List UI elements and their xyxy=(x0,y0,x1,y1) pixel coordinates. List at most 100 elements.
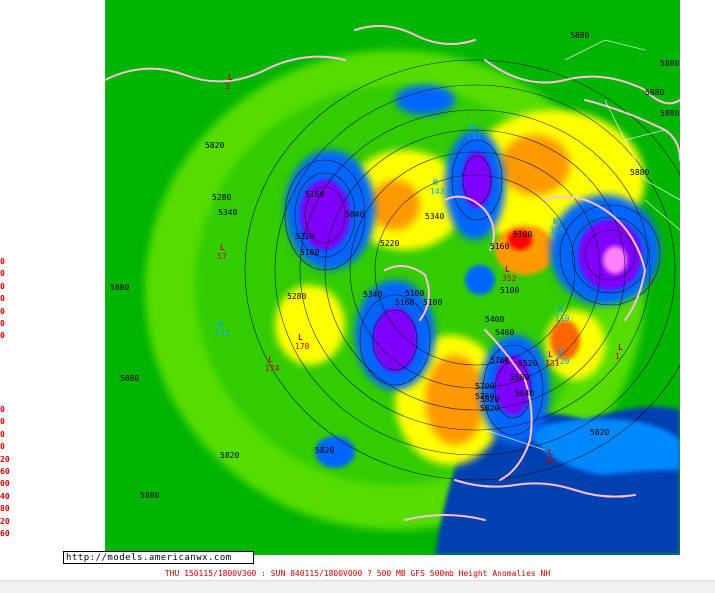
contour-label: 5160 xyxy=(490,242,509,251)
contour-label: 5760 xyxy=(475,392,494,401)
pressure-value: 174 xyxy=(265,364,280,373)
contour-label: 5340 xyxy=(218,208,237,217)
contour-label: 5880 xyxy=(660,59,679,68)
legend-value: 20 xyxy=(0,454,10,464)
pressure-letter: H xyxy=(558,348,563,357)
pressure-value: 1 xyxy=(615,352,620,361)
neg-anom-s-purple xyxy=(495,355,531,415)
contour-label: 5100 xyxy=(500,286,519,295)
legend-value: 40 xyxy=(0,491,10,501)
pressure-value: 143 xyxy=(430,187,445,196)
legend-value: 0 xyxy=(0,405,5,414)
legend-value: 0 xyxy=(0,429,5,439)
legend-lower: 0 0 0 0 20 60 00 40 80 20 60 xyxy=(0,404,10,540)
legend-value: 0 xyxy=(0,306,5,316)
contour-label: 5820 xyxy=(590,428,609,437)
contour-label: 5640 xyxy=(515,389,534,398)
contour-label: 5820 xyxy=(220,451,239,460)
pos-anom-n-orange xyxy=(370,180,420,230)
pressure-value: 178 xyxy=(295,342,310,351)
contour-label: 5880 xyxy=(630,168,649,177)
pressure-value: 352 xyxy=(502,274,517,283)
legend-value: 60 xyxy=(0,529,10,539)
pressure-letter: L xyxy=(228,73,233,82)
contour-label: 5820 xyxy=(205,141,224,150)
contour-label: 5280 xyxy=(212,193,231,202)
pos-anom-ne-orange xyxy=(500,135,570,195)
pressure-letter: L xyxy=(618,343,623,352)
contour-label: 5040 xyxy=(345,210,364,219)
contour-label: 5280 xyxy=(287,292,306,301)
pressure-value: 101 xyxy=(467,132,482,141)
contour-label: 5580 xyxy=(510,373,529,382)
pos-anom-s-orange xyxy=(425,355,485,445)
contour-label: 5220 xyxy=(380,239,399,248)
pressure-value: 57 xyxy=(217,252,227,261)
legend-value: 0 xyxy=(0,331,5,341)
contour-label: 5160 xyxy=(395,298,414,307)
neg-anom-top xyxy=(395,85,455,115)
contour-label: 5100 xyxy=(405,289,424,298)
legend-value: 0 xyxy=(0,442,5,452)
contour-label: 5880 xyxy=(660,109,679,118)
pressure-letter: H xyxy=(558,305,563,314)
neg-anom-sw-purple xyxy=(373,308,417,372)
contour-label: 5880 xyxy=(110,283,129,292)
pressure-value: 52 xyxy=(545,457,555,466)
legend-value: 0 xyxy=(0,294,5,304)
pressure-value: 129 xyxy=(555,357,570,366)
contour-label: 5160 xyxy=(305,190,324,199)
contour-label: 5520 xyxy=(518,359,537,368)
contour-labels: 5880588058805880588058805880582058205820… xyxy=(110,31,679,500)
legend-value: 80 xyxy=(0,504,10,514)
neg-anom-center xyxy=(465,265,495,295)
contour-label: 5400 xyxy=(485,315,504,324)
pressure-letter: H xyxy=(218,320,223,329)
low-pressure-center: L3 xyxy=(225,73,233,91)
contour-label: 5760 xyxy=(490,356,509,365)
pressure-value: 159 xyxy=(550,226,565,235)
pressure-letter: H xyxy=(470,123,475,132)
contour-label: 5820 xyxy=(315,446,334,455)
contour-label: 5100 xyxy=(513,230,532,239)
pressure-value: 119 xyxy=(555,314,570,323)
pressure-letter: L xyxy=(548,448,553,457)
low-pressure-center: L57 xyxy=(217,243,227,261)
neg-anom-n-purple xyxy=(462,152,492,208)
anomaly-map: 5880 5880 5880 5880 5880 5880 5880 5820 5820 5820… xyxy=(105,0,680,555)
contour-label: 5340 xyxy=(363,290,382,299)
pressure-value: 3 xyxy=(225,82,230,91)
pressure-value: 176 xyxy=(215,329,230,338)
neg-anom-small-sw xyxy=(315,436,355,468)
legend-value: 00 xyxy=(0,479,10,489)
low-pressure-center: L1 xyxy=(615,343,623,361)
contour-label: 5880 xyxy=(570,31,589,40)
contour-label: 5820 xyxy=(480,395,499,404)
contour-label: 5220 xyxy=(295,232,314,241)
contour-label: 5100 xyxy=(423,298,442,307)
pressure-centers: H101H119H129H176H159H143L174L178L352L131… xyxy=(215,73,623,466)
contour-label: 5880 xyxy=(120,374,139,383)
bottom-status-bar xyxy=(0,580,715,593)
low-pressure-center: L52 xyxy=(545,448,555,466)
contour-label: 5700 xyxy=(475,382,494,391)
legend-value: 0 xyxy=(0,281,5,291)
contour-label: 5460 xyxy=(495,328,514,337)
neg-anom-e-pink xyxy=(603,246,627,274)
legend-value: 60 xyxy=(0,467,10,477)
pressure-letter: L xyxy=(298,333,303,342)
legend-upper: 0 0 0 0 0 0 0 xyxy=(0,256,10,343)
border-lines xyxy=(484,39,680,451)
legend-value: 0 xyxy=(0,257,5,266)
ocean-region-se-light xyxy=(525,418,680,475)
map-canvas: 5880588058805880588058805880582058205820… xyxy=(105,0,680,555)
pos-anom-se-orange xyxy=(550,320,580,360)
